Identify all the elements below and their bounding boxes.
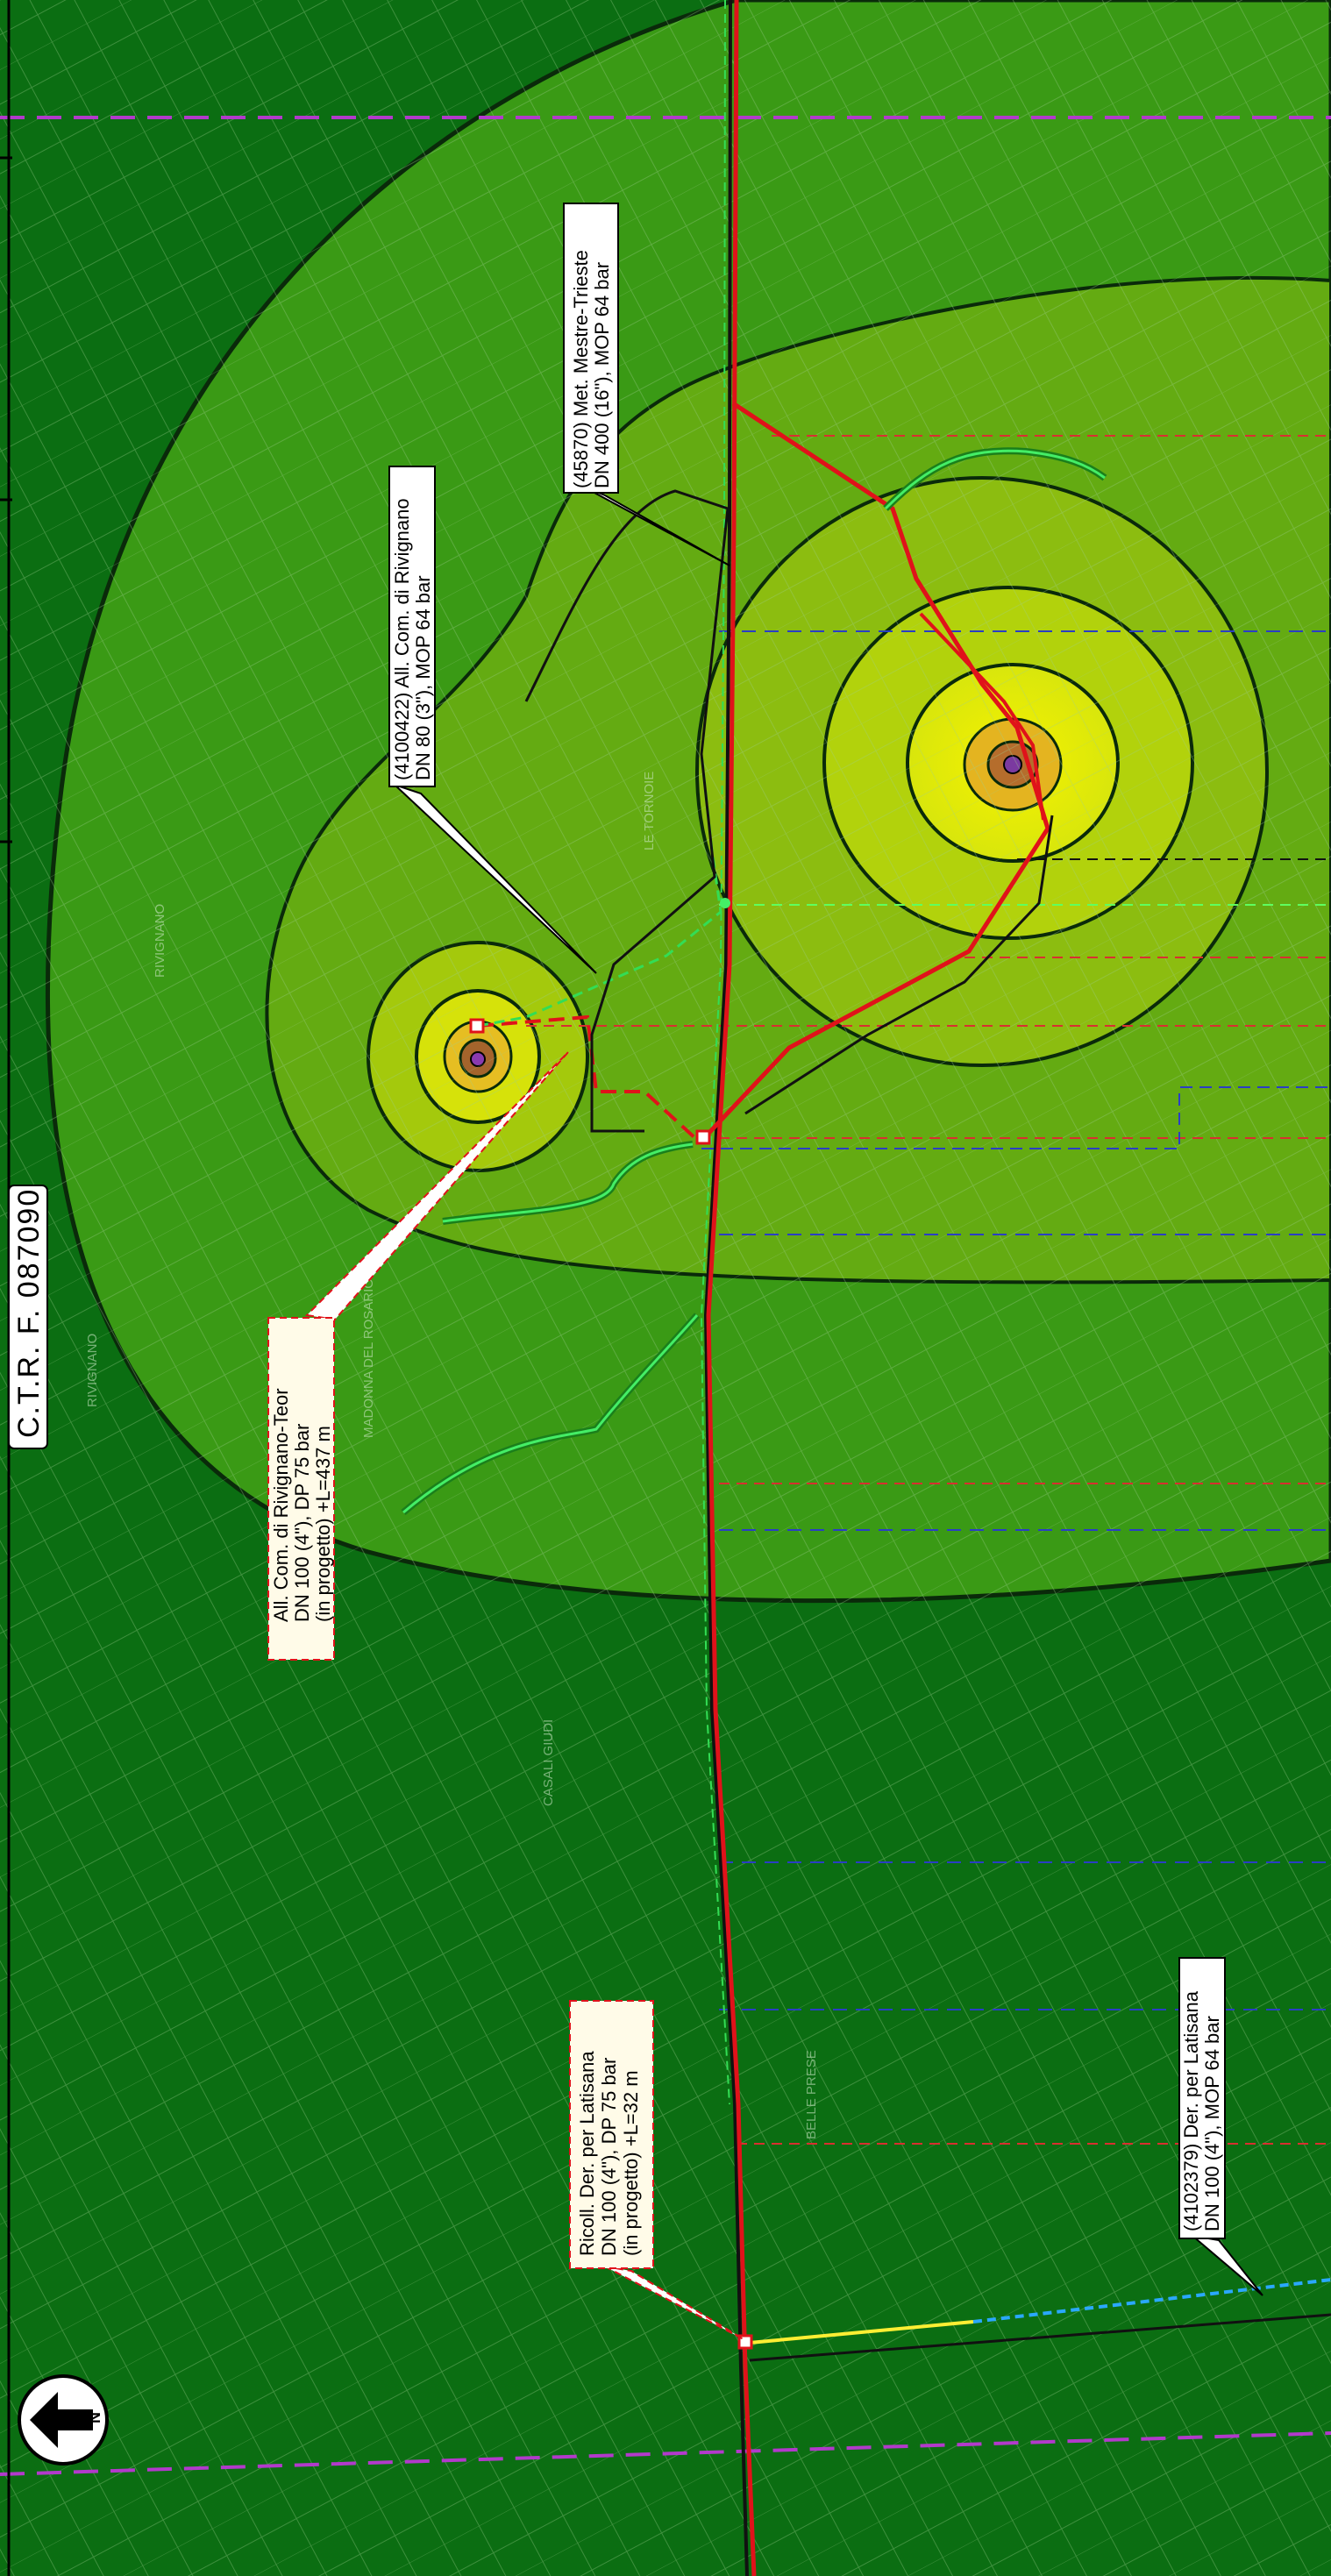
node-junction [695, 1129, 711, 1145]
pipeline-mestre-trieste-black [703, 0, 749, 2576]
callout-box [569, 2000, 654, 2269]
grid-line-blue-step [701, 1086, 1331, 1149]
north-arrow-icon [30, 2392, 93, 2448]
callout-line-2: DN 100 (4"), MOP 64 bar [1201, 2016, 1223, 2231]
place-names: RIVIGNANO RIVIGNANO LE TORNOIE MADONNA D… [85, 772, 819, 2139]
callout-der-latisana[interactable]: (4102379) Der. per Latisana DN 100 (4"),… [1178, 1957, 1226, 2239]
pipeline-west-black [524, 489, 730, 1133]
callout-rivignano-teor[interactable]: All. Com. di Rivignano-Teor DN 100 (4"),… [267, 1317, 335, 1661]
callout-box [388, 466, 436, 787]
callout-line-2: DN 400 (16"), MOP 64 bar [591, 262, 613, 488]
callout-line-2: DN 80 (3"), MOP 64 bar [412, 575, 434, 780]
callout-line-3: (in progetto) +L=32 m [620, 2070, 642, 2256]
north-arrow[interactable]: N [18, 2374, 109, 2466]
callout-pointers [304, 486, 1263, 2340]
north-letter: N [86, 2412, 103, 2423]
callout-line-2: DN 100 (4"), DP 75 bar [291, 1424, 313, 1622]
sheet-label-text: C.T.R. F. 087090 [12, 1188, 46, 1438]
callout-line-1: (45870) Met. Mestre-Trieste [570, 250, 592, 488]
callout-box [1178, 1957, 1226, 2239]
stream-green-light [884, 449, 1106, 510]
callout-line-1: (4102379) Der. per Latisana [1180, 1990, 1202, 2231]
node-west [469, 1018, 485, 1034]
place-name: LE TORNOIE [642, 772, 657, 850]
pipeline-latisana-black [749, 2313, 1331, 2362]
pipeline-east-branch-2 [919, 612, 1045, 821]
pipeline-mestre-trieste-green [700, 0, 730, 2105]
place-name: RIVIGNANO [85, 1334, 100, 1407]
pipeline-mestre-trieste-red [706, 0, 757, 2576]
pointer-ricoll-latisana [604, 2266, 744, 2340]
callout-line-3: (in progetto) +L=437 m [312, 1426, 334, 1622]
place-name: MADONNA DEL ROSARIO [361, 1278, 376, 1438]
sheet-label-box [8, 1185, 48, 1449]
callout-line-1: All. Com. di Rivignano-Teor [270, 1388, 292, 1622]
stream-green-2-light [442, 1142, 694, 1223]
callout-mestre-trieste[interactable]: (45870) Met. Mestre-Trieste DN 400 (16")… [563, 203, 619, 494]
place-name: RIVIGNANO [153, 904, 167, 978]
grid-line-magenta-bottom [0, 2431, 1331, 2476]
place-name: BELLE PRESE [804, 2050, 819, 2139]
callout-line-1: Ricoll. Der. per Latisana [576, 2051, 598, 2256]
node-latisana [737, 2334, 753, 2350]
callout-line-2: DN 100 (4"), DP 75 bar [598, 2058, 620, 2256]
pipeline-latisana-blue [972, 2278, 1331, 2323]
callout-ricoll-latisana[interactable]: Ricoll. Der. per Latisana DN 100 (4"), D… [569, 2000, 654, 2269]
pipeline-east-branch [702, 401, 1050, 1140]
stream-green-3-light [402, 1314, 699, 1514]
callout-box [267, 1317, 335, 1661]
pipeline-west-existing [477, 1014, 699, 1142]
pipelines [401, 0, 1331, 2576]
sheet-label: C.T.R. F. 087090 [8, 1185, 48, 1449]
pointer-rivignano-existing [394, 784, 597, 974]
pipeline-east-black [744, 815, 1054, 1115]
callout-rivignano-existing[interactable]: (4100422) All. Com. di Rivignano DN 80 (… [388, 466, 436, 787]
callout-box [563, 203, 619, 494]
sheet-grid [0, 116, 1331, 2476]
callout-line-1: (4100422) All. Com. di Rivignano [391, 498, 413, 780]
pipeline-latisana-yellow [749, 2320, 974, 2345]
place-name: CASALI GIUDI [541, 1719, 556, 1806]
node-green [720, 898, 730, 908]
